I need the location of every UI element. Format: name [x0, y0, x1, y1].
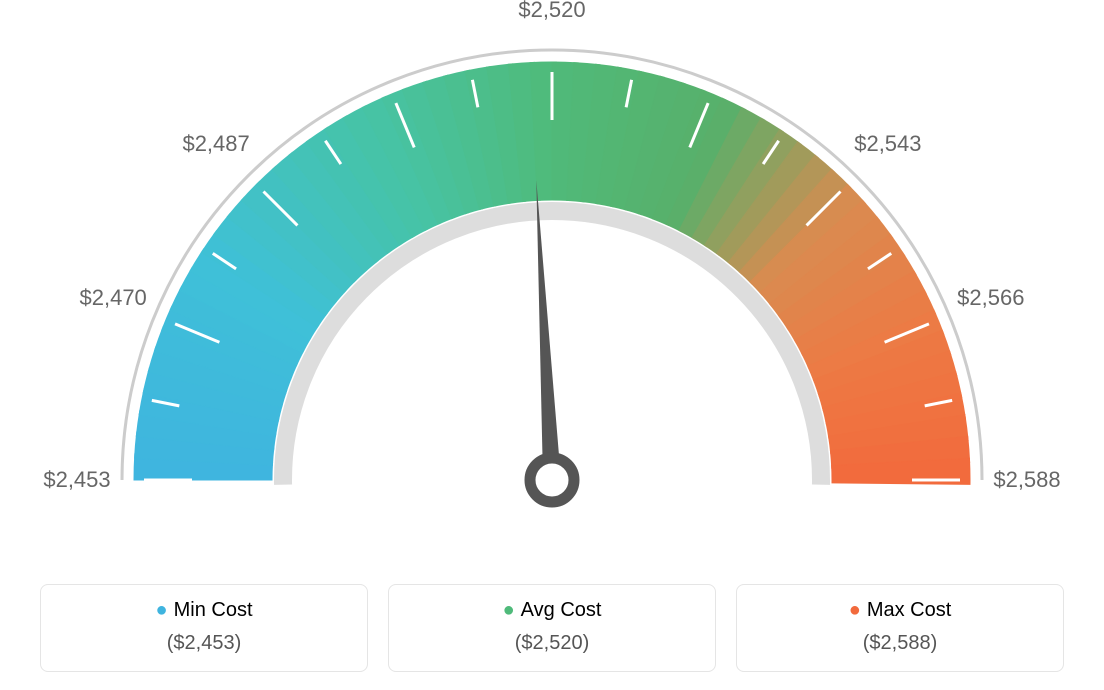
legend-title-min: ● Min Cost	[51, 599, 357, 622]
legend-title-min-text: Min Cost	[174, 599, 253, 621]
gauge-tick-label: $2,453	[43, 467, 110, 493]
legend-title-avg-text: Avg Cost	[521, 599, 602, 621]
gauge-tick-label: $2,588	[993, 467, 1060, 493]
legend-value-avg: ($2,520)	[399, 632, 705, 655]
legend-card-min: ● Min Cost ($2,453)	[40, 584, 368, 672]
gauge-tick-label: $2,520	[518, 0, 585, 23]
gauge-tick-label: $2,487	[182, 131, 249, 157]
legend-title-max-text: Max Cost	[867, 599, 951, 621]
gauge-svg	[0, 0, 1104, 560]
legend-row: ● Min Cost ($2,453) ● Avg Cost ($2,520) ● M…	[0, 584, 1104, 672]
dot-icon: ●	[503, 599, 515, 621]
legend-title-avg: ● Avg Cost	[399, 599, 705, 622]
gauge-tick-label: $2,543	[854, 131, 921, 157]
legend-card-max: ● Max Cost ($2,588)	[736, 584, 1064, 672]
dot-icon: ●	[156, 599, 168, 621]
legend-value-max: ($2,588)	[747, 632, 1053, 655]
gauge-tick-label: $2,470	[80, 285, 147, 311]
legend-value-min: ($2,453)	[51, 632, 357, 655]
cost-gauge-widget: $2,453 $2,470 $2,487 $2,520 $2,543 $2,566 $2,5…	[0, 0, 1104, 690]
gauge-area: $2,453 $2,470 $2,487 $2,520 $2,543 $2,566 $2,5…	[0, 0, 1104, 560]
gauge-tick-label: $2,566	[957, 285, 1024, 311]
dot-icon: ●	[849, 599, 861, 621]
legend-card-avg: ● Avg Cost ($2,520)	[388, 584, 716, 672]
legend-title-max: ● Max Cost	[747, 599, 1053, 622]
